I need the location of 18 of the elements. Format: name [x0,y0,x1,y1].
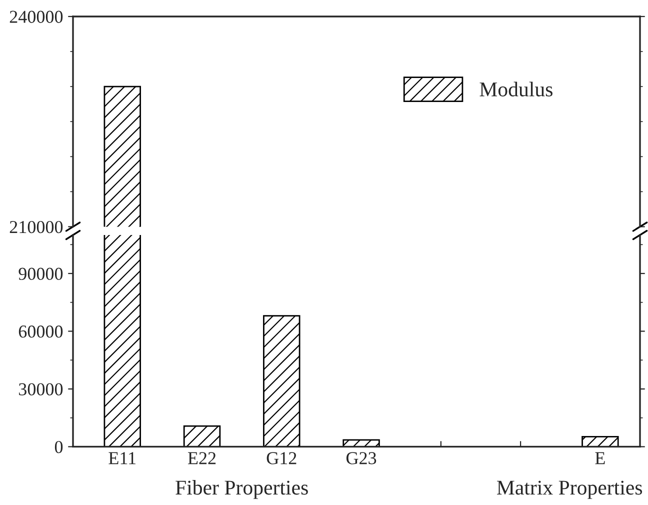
x-tick-label: G23 [346,452,376,464]
text: Fiber Properties [176,480,308,499]
x-tick-label: E [595,452,605,464]
bar [342,439,380,447]
y-tick-label: 210000 [10,220,63,234]
x-tick-label: G12 [266,452,296,464]
y-tick-label: 0 [54,440,63,454]
y-tick-label: 60000 [18,325,63,338]
y-tick-label: 240000 [10,10,63,23]
text: Matrix Properties [496,480,642,499]
x-tick-label: E11 [108,452,136,464]
y-tick-label: 90000 [18,268,63,280]
bar [582,436,619,447]
bar [183,425,221,447]
bar [263,315,300,447]
legend-label: Modulus [480,82,552,96]
x-tick-label: E22 [188,452,216,464]
y-tick-label: 30000 [19,383,63,396]
